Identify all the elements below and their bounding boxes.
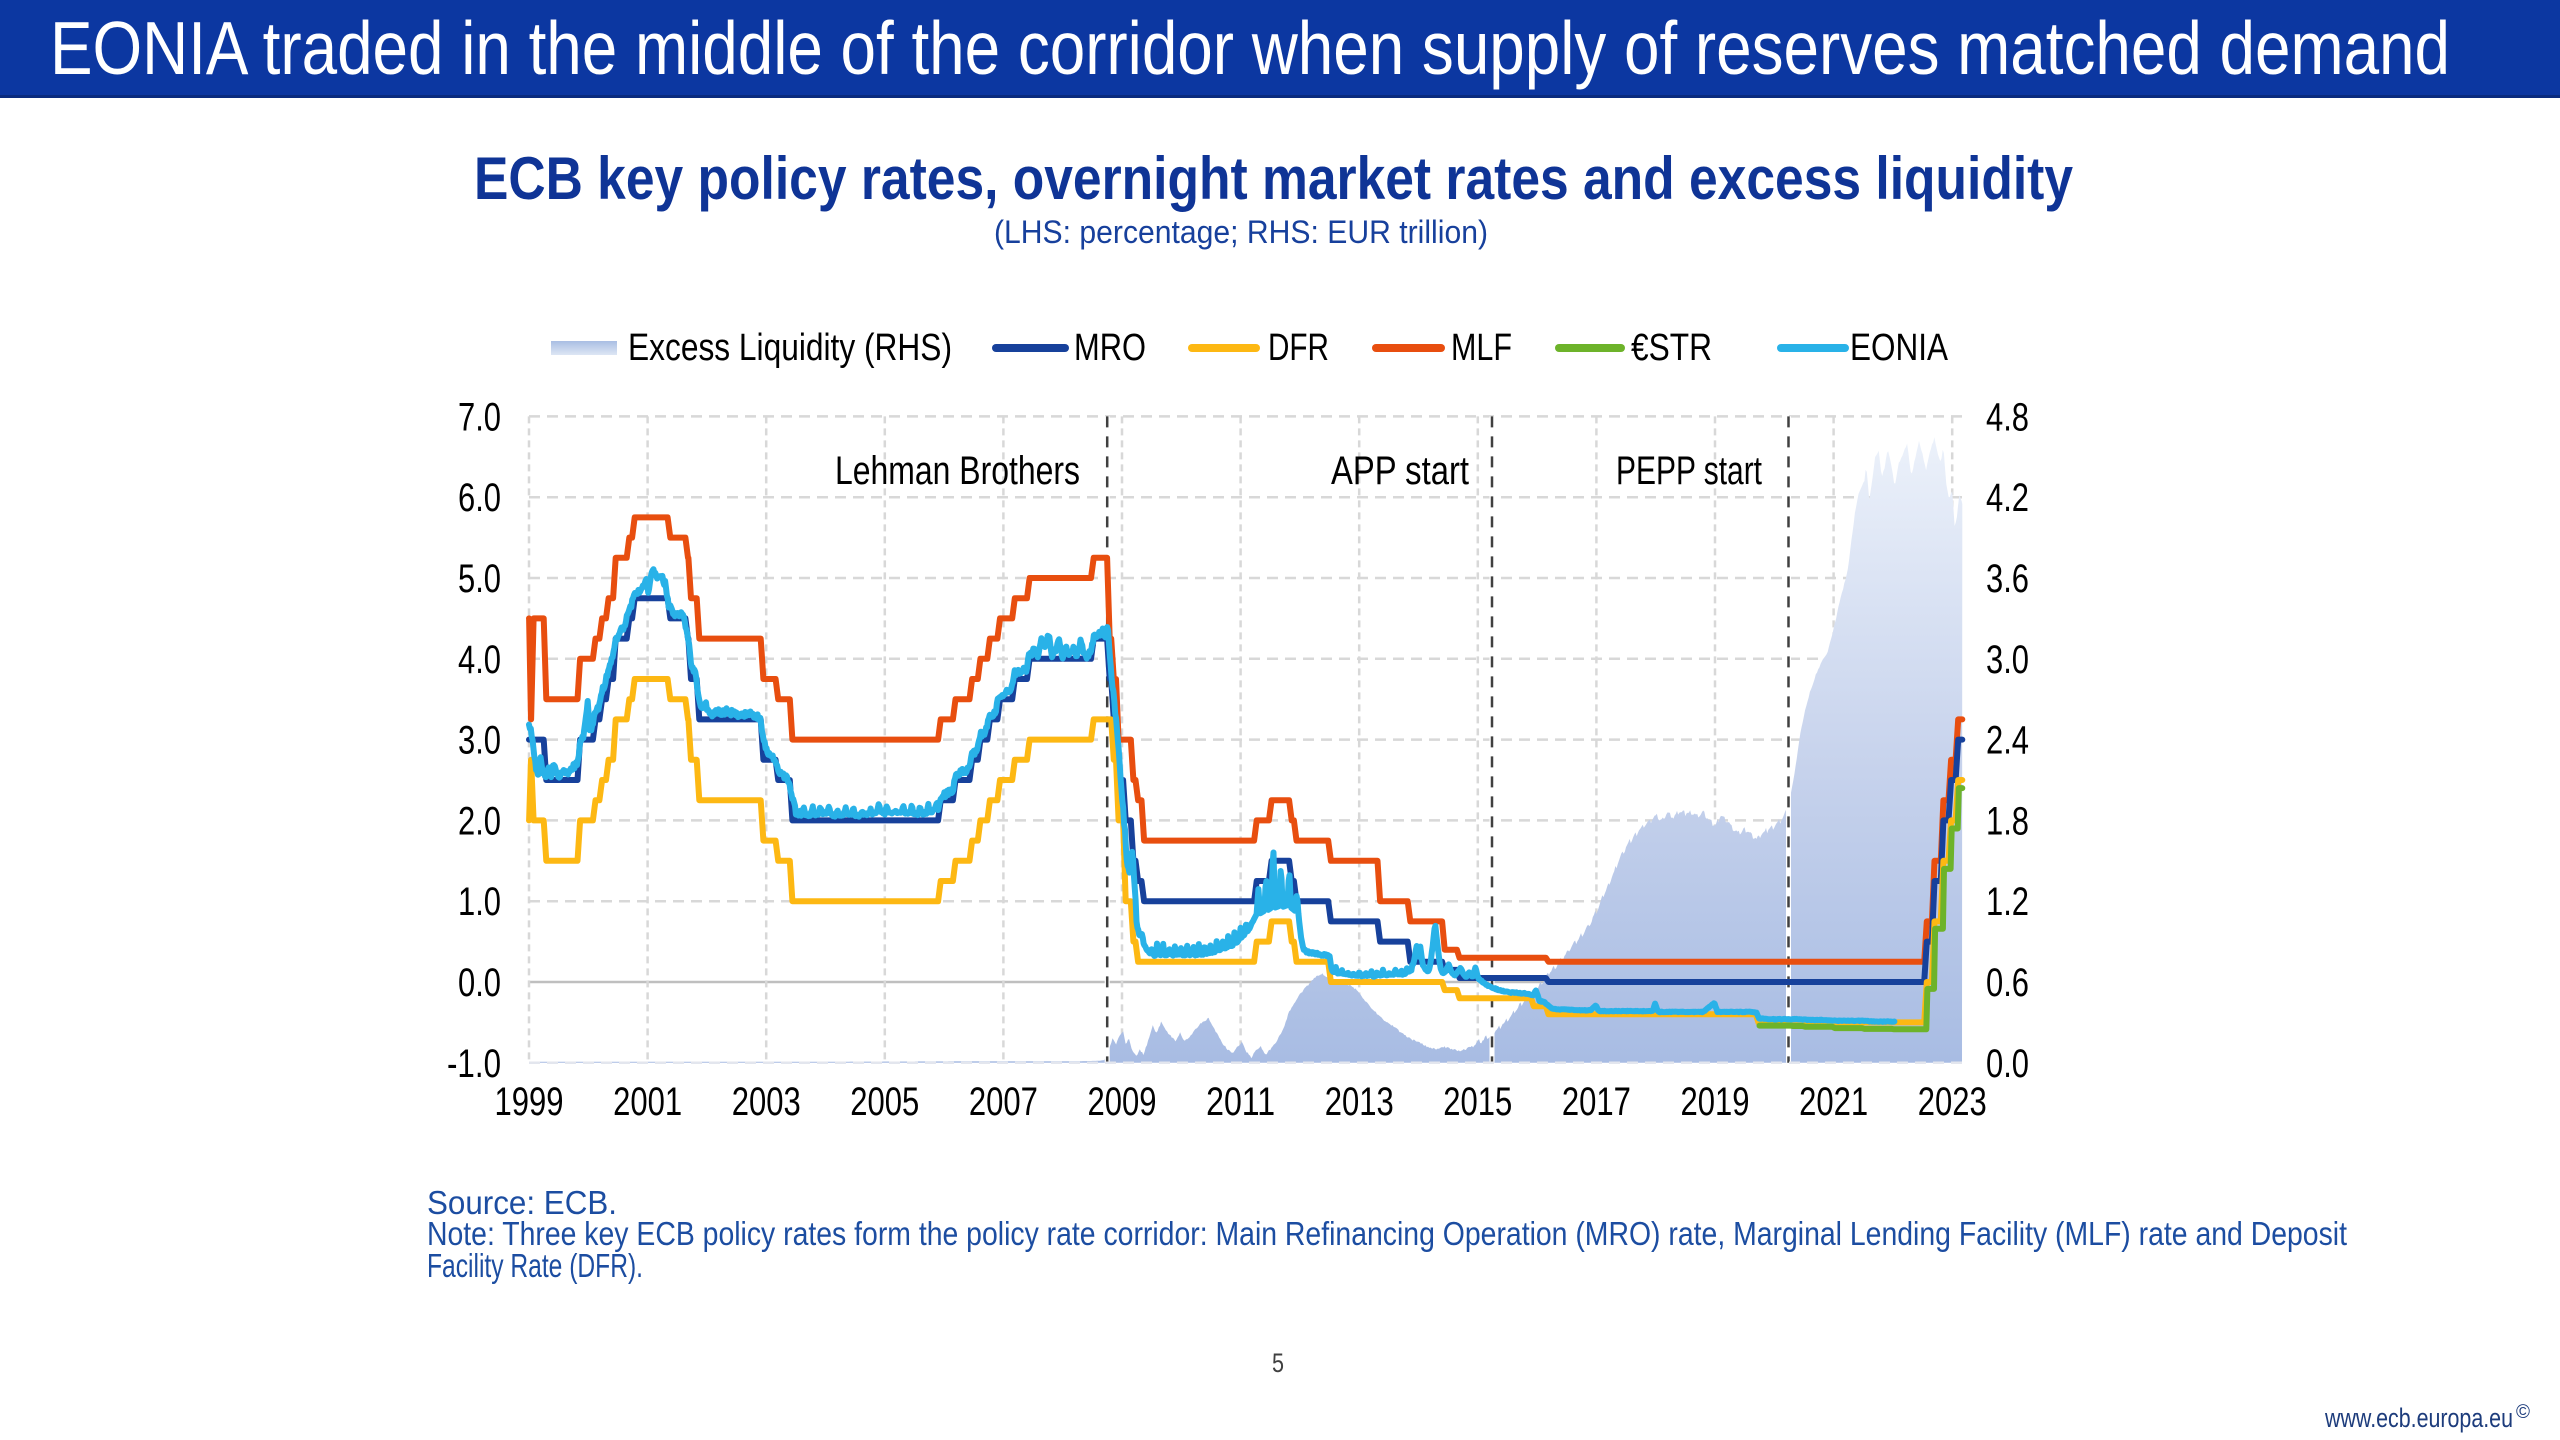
- svg-text:7.0: 7.0: [458, 395, 501, 439]
- svg-text:2023: 2023: [1918, 1080, 1987, 1124]
- svg-text:0.0: 0.0: [1986, 1042, 2029, 1086]
- svg-text:2017: 2017: [1562, 1080, 1631, 1124]
- svg-text:Lehman Brothers: Lehman Brothers: [835, 449, 1080, 493]
- svg-text:DFR: DFR: [1268, 327, 1329, 369]
- svg-text:2019: 2019: [1681, 1080, 1750, 1124]
- svg-text:-1.0: -1.0: [447, 1042, 501, 1086]
- svg-text:2021: 2021: [1799, 1080, 1868, 1124]
- svg-text:4.0: 4.0: [458, 638, 501, 682]
- svg-text:3.0: 3.0: [1986, 638, 2029, 682]
- svg-text:2011: 2011: [1206, 1080, 1275, 1124]
- svg-text:Facility Rate (DFR).: Facility Rate (DFR).: [427, 1247, 643, 1284]
- svg-text:Note: Three key ECB policy rat: Note: Three key ECB policy rates form th…: [427, 1215, 2347, 1252]
- svg-text:MLF: MLF: [1451, 327, 1512, 369]
- svg-text:Excess Liquidity (RHS): Excess Liquidity (RHS): [628, 327, 952, 369]
- svg-text:www.ecb.europa.eu: www.ecb.europa.eu: [2324, 1403, 2513, 1433]
- svg-text:PEPP start: PEPP start: [1616, 449, 1762, 493]
- svg-text:1999: 1999: [495, 1080, 564, 1124]
- svg-text:2009: 2009: [1088, 1080, 1157, 1124]
- svg-text:5: 5: [1272, 1348, 1284, 1378]
- svg-text:2003: 2003: [732, 1080, 801, 1124]
- svg-text:1.8: 1.8: [1986, 799, 2029, 843]
- svg-text:2005: 2005: [850, 1080, 919, 1124]
- svg-text:1.2: 1.2: [1986, 880, 2029, 924]
- svg-text:1.0: 1.0: [458, 880, 501, 924]
- svg-text:ECB key policy rates, overnigh: ECB key policy rates, overnight market r…: [474, 145, 2074, 212]
- svg-text:2.4: 2.4: [1986, 719, 2029, 763]
- svg-text:2.0: 2.0: [458, 799, 501, 843]
- svg-text:©: ©: [2516, 1402, 2530, 1423]
- svg-text:5.0: 5.0: [458, 557, 501, 601]
- svg-text:0.0: 0.0: [458, 961, 501, 1005]
- svg-text:2007: 2007: [969, 1080, 1038, 1124]
- svg-text:2001: 2001: [613, 1080, 682, 1124]
- svg-text:3.6: 3.6: [1986, 557, 2029, 601]
- svg-text:6.0: 6.0: [458, 476, 501, 520]
- svg-text:EONIA: EONIA: [1850, 327, 1949, 369]
- svg-text:0.6: 0.6: [1986, 961, 2029, 1005]
- svg-text:Source: ECB.: Source: ECB.: [427, 1184, 617, 1221]
- svg-text:3.0: 3.0: [458, 719, 501, 763]
- svg-text:4.8: 4.8: [1986, 395, 2029, 439]
- svg-text:MRO: MRO: [1074, 327, 1146, 369]
- svg-text:€STR: €STR: [1631, 327, 1712, 369]
- svg-text:(LHS: percentage; RHS: EUR tri: (LHS: percentage; RHS: EUR trillion): [994, 214, 1488, 250]
- svg-text:2013: 2013: [1325, 1080, 1394, 1124]
- svg-text:2015: 2015: [1443, 1080, 1512, 1124]
- svg-text:4.2: 4.2: [1986, 476, 2029, 520]
- svg-text:EONIA traded in the middle of: EONIA traded in the middle of the corrid…: [50, 6, 2450, 90]
- svg-text:APP start: APP start: [1331, 449, 1469, 493]
